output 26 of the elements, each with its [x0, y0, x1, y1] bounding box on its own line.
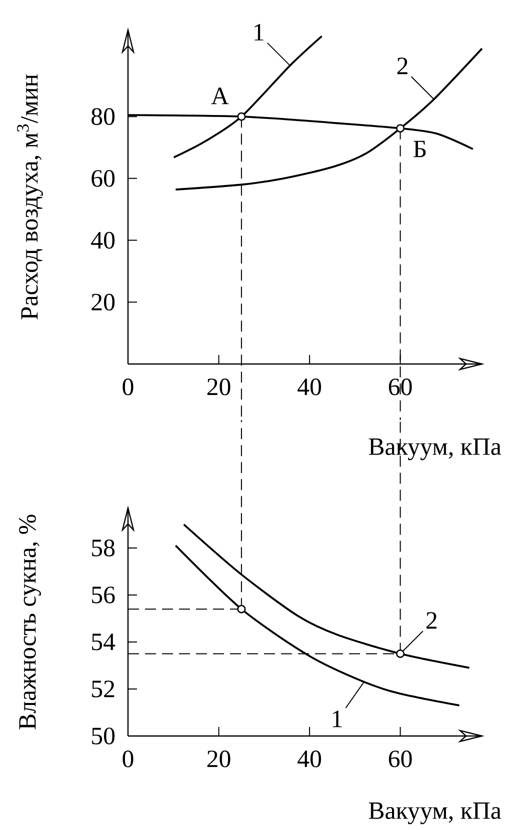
x-tick-label: 40 [298, 378, 322, 396]
x-tick-label: 40 [298, 750, 322, 768]
y-tick-label: 50 [92, 728, 115, 744]
legend-label: 1 [332, 710, 342, 728]
series-label: 1 [254, 24, 264, 40]
x-axis-title: Вакуум, кПа [368, 802, 502, 824]
y-tick-label: 52 [92, 680, 114, 698]
y-tick-label: 54 [92, 634, 116, 650]
y-tick-label: 20 [92, 294, 115, 311]
series-label: 2 [397, 58, 408, 74]
annotation: Б [414, 140, 426, 158]
y-axis-title: Расход воздуха, м$^{3}$/мин [17, 74, 43, 320]
x-tick-label: 60 [388, 750, 412, 768]
y-tick-label: 60 [92, 170, 115, 187]
x-tick-label: 20 [207, 750, 230, 768]
y-axis-title: Влажность сукна, % [19, 514, 41, 730]
y-tick-label: 80 [92, 108, 115, 125]
x-axis-title: Вакуум, кПа [368, 438, 502, 460]
x-tick-label: 0 [122, 750, 134, 768]
y-tick-label: 58 [92, 540, 115, 556]
y-tick-label: 40 [91, 232, 115, 249]
x-tick-label: 0 [122, 378, 134, 396]
annotation: А [211, 88, 229, 104]
y-tick-label: 56 [92, 586, 115, 604]
x-tick-label: 20 [207, 378, 230, 396]
series-label: 2 [426, 612, 437, 629]
